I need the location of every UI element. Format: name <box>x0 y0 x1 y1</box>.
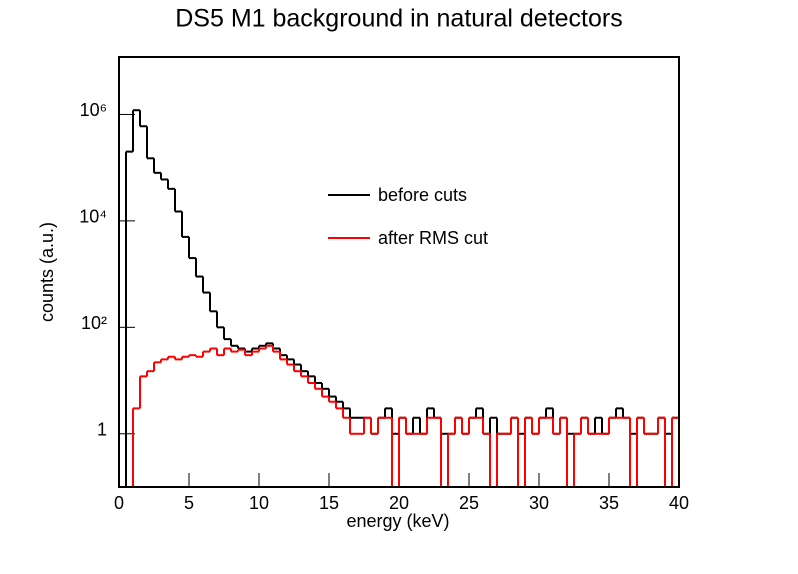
x-tick-label: 40 <box>669 493 689 513</box>
x-axis-title: energy (keV) <box>346 511 449 531</box>
chart-title: DS5 M1 background in natural detectors <box>175 5 622 33</box>
y-tick-label: 10⁴ <box>79 207 107 227</box>
x-tick-label: 15 <box>319 493 339 513</box>
legend-label: before cuts <box>378 185 467 205</box>
y-axis-title: counts (a.u.) <box>37 222 57 322</box>
x-tick-label: 25 <box>459 493 479 513</box>
x-tick-label: 35 <box>599 493 619 513</box>
x-tick-label: 5 <box>184 493 194 513</box>
y-tick-label: 10² <box>81 313 107 333</box>
x-tick-label: 10 <box>249 493 269 513</box>
y-tick-label: 10⁶ <box>80 100 107 120</box>
x-tick-label: 0 <box>114 493 124 513</box>
x-tick-label: 20 <box>389 493 409 513</box>
x-tick-label: 30 <box>529 493 549 513</box>
y-tick-label: 1 <box>97 420 107 440</box>
legend-label: after RMS cut <box>378 228 488 248</box>
plot-frame <box>118 56 680 488</box>
